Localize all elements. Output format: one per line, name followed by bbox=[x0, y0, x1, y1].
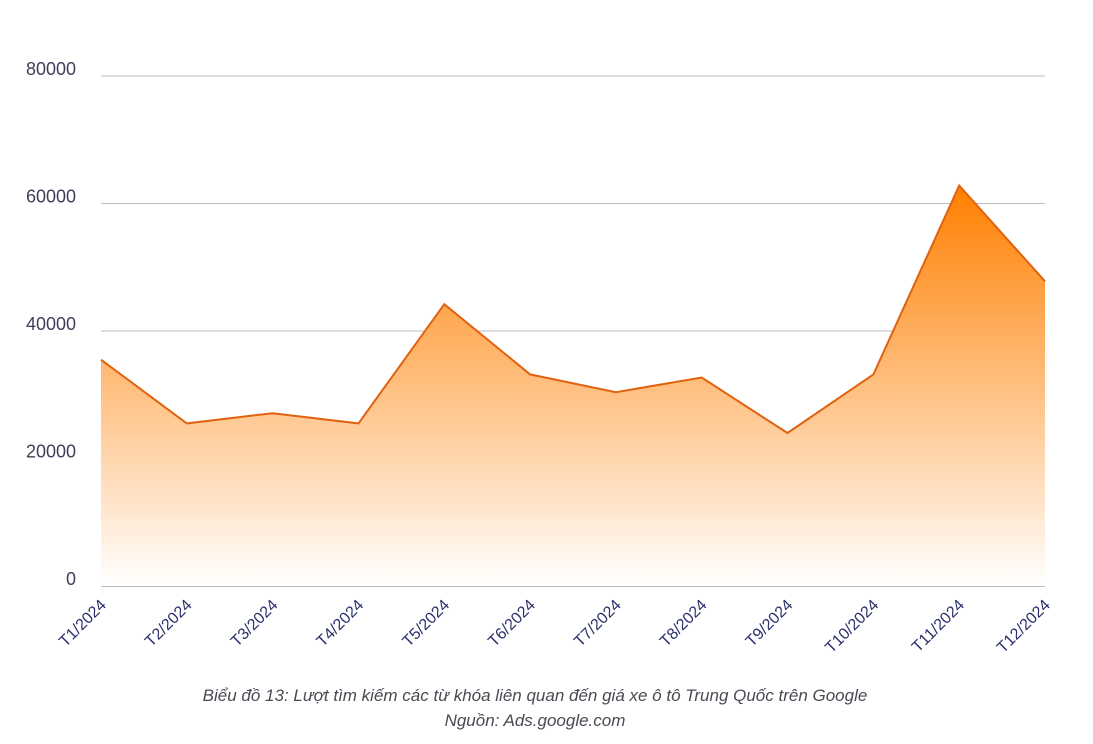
x-tick-label: T5/2024 bbox=[400, 597, 454, 651]
x-tick-label: T6/2024 bbox=[485, 597, 539, 651]
x-tick-label: T12/2024 bbox=[994, 597, 1054, 657]
series-line bbox=[100, 183, 1046, 435]
area-chart: 0 20000 40000 60000 80000 T1/2024 T2/2024 T3/2… bbox=[26, 59, 1054, 657]
y-tick-label: 20000 bbox=[26, 442, 76, 462]
x-tick-label: T10/2024 bbox=[822, 597, 882, 657]
chart-caption: Biểu đồ 13: Lượt tìm kiếm các từ khóa li… bbox=[202, 686, 868, 705]
x-tick-label: T11/2024 bbox=[909, 597, 968, 656]
x-tick-label: T9/2024 bbox=[743, 597, 797, 651]
chart-source: Nguồn: Ads.google.com bbox=[444, 711, 626, 730]
y-tick-label: 80000 bbox=[26, 59, 76, 79]
x-tick-label: T7/2024 bbox=[571, 597, 625, 651]
y-tick-label: 40000 bbox=[26, 314, 76, 334]
x-tick-label: T4/2024 bbox=[314, 597, 368, 651]
x-tick-label: T1/2024 bbox=[56, 597, 110, 651]
x-tick-label: T8/2024 bbox=[657, 597, 711, 651]
y-tick-label: 60000 bbox=[26, 187, 76, 207]
x-tick-label: T2/2024 bbox=[142, 597, 196, 651]
y-tick-label: 0 bbox=[66, 569, 76, 589]
x-tick-label: T3/2024 bbox=[228, 597, 282, 651]
x-axis: T1/2024 T2/2024 T3/2024 T4/2024 T5/2024 T6/20… bbox=[56, 597, 1054, 657]
area-fill bbox=[101, 185, 1045, 586]
y-axis: 0 20000 40000 60000 80000 bbox=[26, 59, 76, 589]
